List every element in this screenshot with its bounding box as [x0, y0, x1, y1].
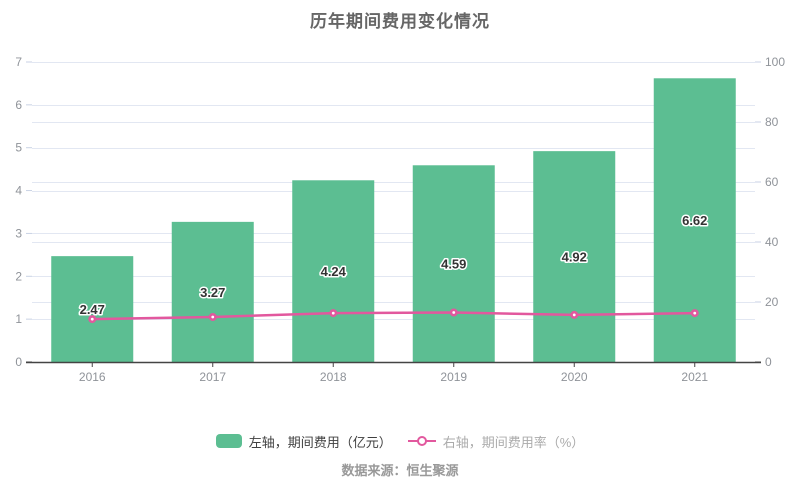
rate-point-center [331, 311, 335, 315]
x-label-2020: 2020 [561, 370, 588, 384]
bar-2019[interactable] [412, 165, 495, 362]
y-left-label: 1 [15, 312, 22, 326]
legend: 左轴，期间费用（亿元） 右轴，期间费用率（%） [0, 430, 800, 452]
y-left-label: 5 [15, 141, 22, 155]
bar-value-label: 2.47 [80, 302, 105, 317]
bar-value-label: 4.59 [441, 257, 466, 272]
y-left-label: 0 [15, 355, 22, 369]
bar-value-label: 4.24 [321, 264, 347, 279]
x-label-2017: 2017 [199, 370, 226, 384]
x-label-2021: 2021 [681, 370, 708, 384]
rate-point-center [572, 313, 576, 317]
data-source: 数据来源：恒生聚源 [341, 463, 459, 478]
x-label-2016: 2016 [79, 370, 106, 384]
legend-bar-label: 左轴，期间费用（亿元） [248, 434, 392, 450]
rate-point-center [90, 317, 94, 321]
y-right-label: 40 [765, 235, 779, 249]
bar-value-label: 4.92 [562, 250, 587, 265]
rate-point-center [211, 315, 215, 319]
line-series-swatch-icon [407, 435, 436, 447]
y-right-label: 100 [765, 55, 785, 69]
y-left-label: 2 [15, 269, 22, 283]
y-left-label: 4 [15, 184, 22, 198]
chart-canvas: 0 1 2 3 4 5 6 7 0 20 40 60 80 100 2016 2017 2018 2019 2020… [15, 55, 785, 384]
bar-value-label: 6.62 [682, 213, 707, 228]
line-swatch-ring-icon [416, 436, 427, 446]
rate-point-center [693, 311, 697, 315]
legend-item-bar[interactable]: 左轴，期间费用（亿元） [215, 432, 392, 451]
y-left-label: 6 [15, 98, 22, 112]
y-left-label: 7 [15, 55, 22, 69]
chart-title: 历年期间费用变化情况 [310, 12, 490, 31]
x-label-2018: 2018 [320, 370, 347, 384]
legend-item-line[interactable]: 右轴，期间费用率（%） [407, 432, 585, 451]
bar-series-swatch-icon [215, 434, 242, 448]
y-right-label: 80 [765, 115, 779, 129]
bar-2017[interactable] [171, 221, 254, 362]
legend-line-label: 右轴，期间费用率（%） [442, 434, 585, 450]
bar-value-label: 3.27 [200, 285, 225, 300]
rate-point-center [452, 311, 456, 314]
rate-line [92, 311, 695, 321]
x-label-2019: 2019 [440, 370, 467, 384]
y-right-label: 20 [765, 295, 779, 309]
bar-2016[interactable] [51, 256, 134, 362]
bar-2020[interactable] [533, 151, 616, 362]
y-left-label: 3 [15, 226, 22, 240]
bar-2018[interactable] [292, 180, 375, 362]
y-right-label: 0 [765, 355, 772, 369]
y-right-label: 60 [765, 175, 779, 189]
